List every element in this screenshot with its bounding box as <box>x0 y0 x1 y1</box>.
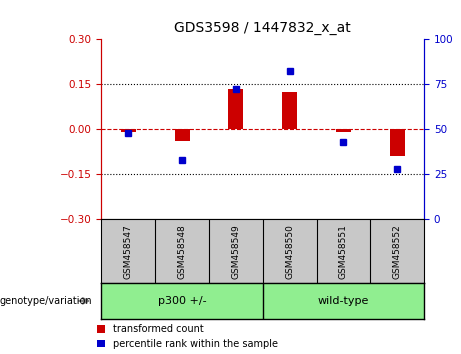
Bar <box>121 129 136 132</box>
Bar <box>336 129 351 132</box>
Text: genotype/variation: genotype/variation <box>0 296 93 306</box>
Bar <box>175 129 189 141</box>
Bar <box>282 92 297 129</box>
Text: p300 +/-: p300 +/- <box>158 296 207 306</box>
Text: GSM458548: GSM458548 <box>177 224 187 279</box>
Text: wild-type: wild-type <box>318 296 369 306</box>
Bar <box>390 129 405 156</box>
Legend: transformed count, percentile rank within the sample: transformed count, percentile rank withi… <box>97 324 278 349</box>
Title: GDS3598 / 1447832_x_at: GDS3598 / 1447832_x_at <box>174 21 351 35</box>
Text: GSM458550: GSM458550 <box>285 224 294 279</box>
Bar <box>263 283 424 319</box>
Bar <box>228 88 243 129</box>
Bar <box>101 283 263 319</box>
Text: GSM458551: GSM458551 <box>339 224 348 279</box>
Text: GSM458547: GSM458547 <box>124 224 133 279</box>
Text: GSM458552: GSM458552 <box>393 224 402 279</box>
Text: GSM458549: GSM458549 <box>231 224 240 279</box>
